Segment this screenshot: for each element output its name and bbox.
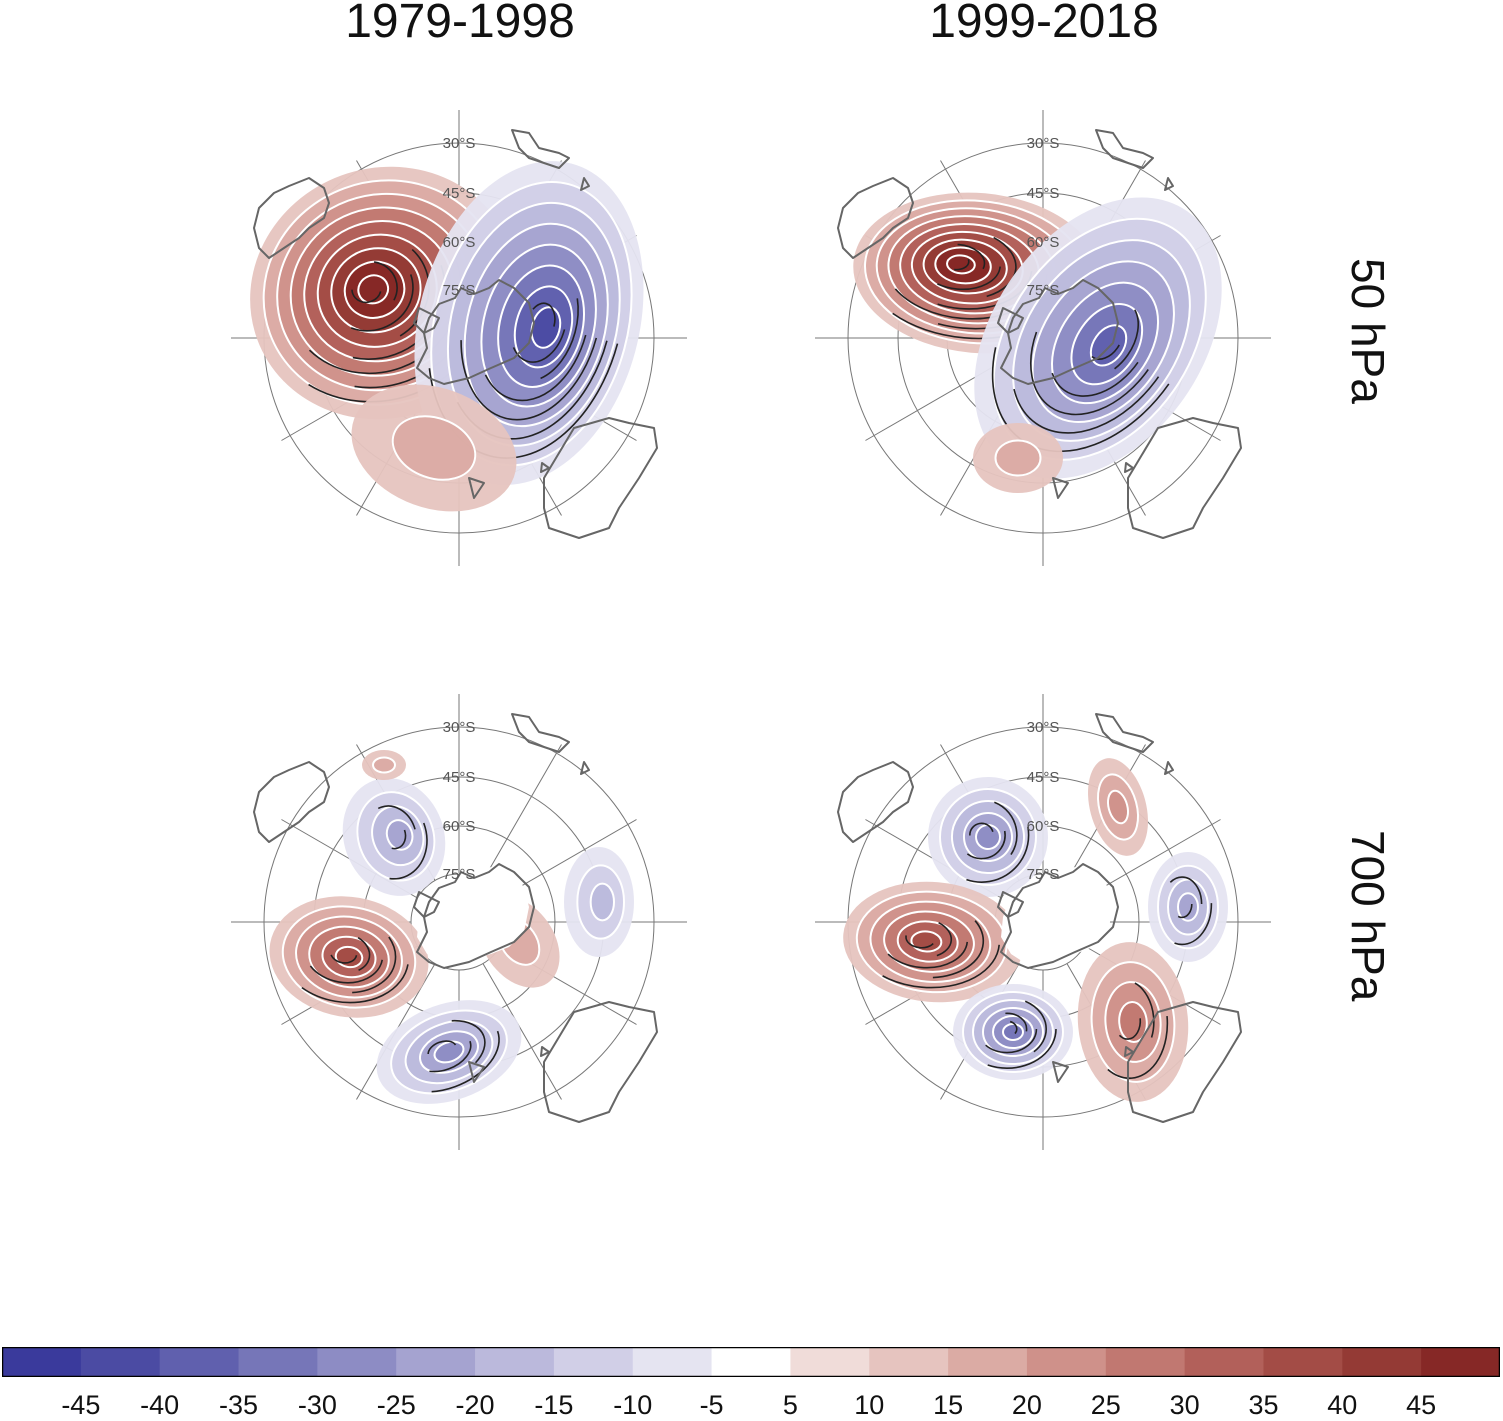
- colorbar-tick-label: -30: [297, 1390, 337, 1420]
- map-panel-1999-2018-700hpa: 30°S 45°S 60°S 75°S: [813, 692, 1273, 1152]
- positive-anomaly-region: [1077, 942, 1189, 1102]
- colorbar-tick-label: -15: [534, 1390, 574, 1420]
- latitude-label: 75°S: [443, 282, 476, 299]
- colorbar-bin: [790, 1347, 870, 1377]
- map-panel-1979-1998-50hpa: 30°S 45°S 60°S 75°S: [229, 108, 689, 568]
- column-title-1979-1998: 1979-1998: [345, 0, 575, 48]
- colorbar-bin: [1105, 1347, 1186, 1377]
- map-svg: 30°S 45°S 60°S 75°S: [815, 694, 1271, 1150]
- negative-anomaly-region: [414, 161, 644, 485]
- colorbar-bin: [2, 1347, 82, 1377]
- colorbar-bin: [396, 1347, 476, 1377]
- column-title-1999-2018: 1999-2018: [929, 0, 1159, 48]
- latitude-label: 45°S: [1027, 769, 1060, 786]
- colorbar-bin: [238, 1347, 318, 1377]
- colorbar-tick-label: 30: [1169, 1390, 1200, 1420]
- row-label-700hpa: 700 hPa: [1342, 830, 1394, 1002]
- row-label-50hpa: 50 hPa: [1342, 258, 1394, 404]
- positive-anomaly-region: [269, 896, 429, 1018]
- coastlines: [253, 129, 658, 539]
- map-panel-1999-2018-50hpa: 30°S 45°S 60°S 75°S: [813, 108, 1273, 568]
- positive-anomaly-region: [362, 750, 406, 780]
- latitude-label: 45°S: [1027, 185, 1060, 202]
- colorbar-tick-label: -10: [613, 1390, 653, 1420]
- colorbar-tick-label: 40: [1327, 1390, 1358, 1420]
- latitude-label: 30°S: [1027, 135, 1060, 152]
- negative-anomaly-region: [928, 777, 1048, 897]
- latitude-label: 30°S: [1027, 719, 1060, 736]
- latitude-label: 60°S: [1027, 234, 1060, 251]
- colorbar-tick-label: -35: [219, 1390, 259, 1420]
- colorbar-bin: [1342, 1347, 1422, 1377]
- latitude-label: 30°S: [443, 135, 476, 152]
- coastlines: [837, 129, 1242, 539]
- latitude-label: 60°S: [443, 234, 476, 251]
- negative-anomaly-region: [376, 1000, 522, 1104]
- colorbar-tick-label: -5: [699, 1390, 724, 1420]
- colorbar-tick-label: 35: [1248, 1390, 1279, 1420]
- colorbar-bin: [711, 1347, 791, 1377]
- negative-anomaly-region: [953, 984, 1073, 1080]
- colorbar-tick-label: 15: [933, 1390, 964, 1420]
- colorbar-bin: [159, 1347, 240, 1377]
- colorbar-tick-label: 20: [1011, 1390, 1042, 1420]
- colorbar-bin: [869, 1347, 949, 1377]
- colorbar: [2, 1347, 1500, 1377]
- negative-anomaly-region: [974, 197, 1222, 479]
- colorbar-tick-label: -45: [61, 1390, 101, 1420]
- coastlines: [837, 713, 1242, 1123]
- colorbar-tick-label: 10: [854, 1390, 885, 1420]
- map-panel-1979-1998-700hpa: 30°S 45°S 60°S 75°S: [229, 692, 689, 1152]
- latitude-label: 45°S: [443, 185, 476, 202]
- negative-anomaly-region: [342, 778, 446, 896]
- positive-anomaly-region: [843, 881, 1023, 1003]
- map-svg: 30°S 45°S 60°S 75°S: [815, 110, 1271, 566]
- latitude-label: 60°S: [443, 818, 476, 835]
- colorbar-tick-label: 25: [1090, 1390, 1121, 1420]
- colorbar-bin: [553, 1347, 634, 1377]
- positive-anomaly-region: [1088, 758, 1148, 856]
- colorbar-bin: [948, 1347, 1028, 1377]
- map-svg: 30°S 45°S 60°S 75°S: [231, 110, 687, 566]
- negative-anomaly-region: [1148, 852, 1228, 962]
- colorbar-tick-label: -40: [140, 1390, 180, 1420]
- latitude-label: 75°S: [1027, 282, 1060, 299]
- latitude-label: 75°S: [443, 866, 476, 883]
- colorbar-bin: [1026, 1347, 1107, 1377]
- coastlines: [253, 713, 658, 1123]
- colorbar-bin: [80, 1347, 161, 1377]
- colorbar-bin: [632, 1347, 713, 1377]
- latitude-label: 75°S: [1027, 866, 1060, 883]
- colorbar-tick-label: 5: [782, 1390, 798, 1420]
- positive-anomaly-region: [973, 423, 1063, 493]
- latitude-label: 45°S: [443, 769, 476, 786]
- latitude-label: 60°S: [1027, 818, 1060, 835]
- colorbar-tick-label: 45: [1406, 1390, 1437, 1420]
- colorbar-bin: [1184, 1347, 1264, 1377]
- colorbar-tick-label: -25: [376, 1390, 416, 1420]
- colorbar-tick-label: -20: [455, 1390, 495, 1420]
- colorbar-bin: [1421, 1347, 1500, 1377]
- colorbar-bin: [475, 1347, 555, 1377]
- map-svg: 30°S 45°S 60°S 75°S: [231, 694, 687, 1150]
- negative-anomaly-region: [564, 847, 634, 957]
- latitude-label: 30°S: [443, 719, 476, 736]
- colorbar-bin: [1263, 1347, 1343, 1377]
- colorbar-bin: [317, 1347, 397, 1377]
